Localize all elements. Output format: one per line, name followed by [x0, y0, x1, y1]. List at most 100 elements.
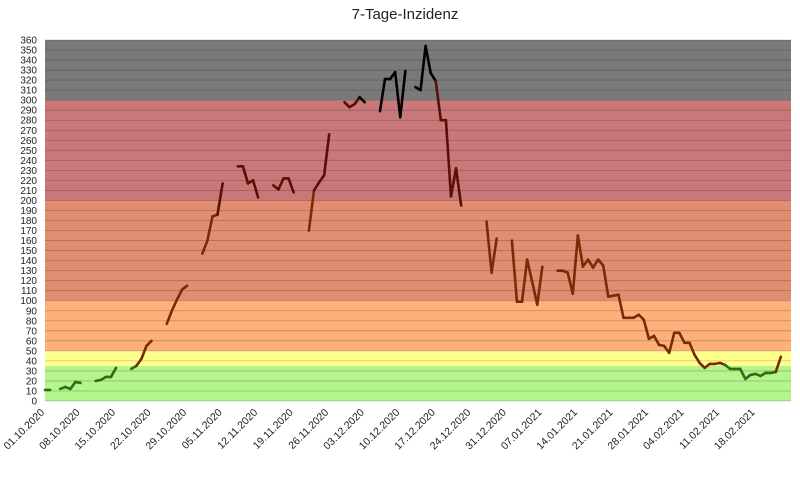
- y-tick-label: 320: [20, 76, 37, 87]
- y-tick-label: 40: [26, 356, 38, 367]
- line-segment: [454, 167, 463, 207]
- line-segment: [180, 284, 189, 291]
- y-tick-label: 180: [20, 216, 37, 227]
- band-50-100: [45, 300, 791, 351]
- line-segment: [109, 366, 118, 379]
- line-segment: [774, 355, 783, 374]
- line-segment: [429, 71, 438, 83]
- line-segment: [617, 293, 625, 320]
- line-segment: [307, 189, 316, 232]
- y-tick-label: 30: [26, 366, 38, 377]
- line-segment: [444, 118, 453, 198]
- line-segment: [601, 264, 610, 299]
- y-tick-label: 100: [20, 296, 37, 307]
- line-segment: [738, 367, 747, 381]
- line-segment: [535, 265, 544, 307]
- y-tick-label: 170: [20, 226, 37, 237]
- band-0-35: [45, 365, 791, 401]
- line-segment: [693, 353, 701, 365]
- line-segment: [393, 70, 402, 119]
- line-segment: [449, 167, 458, 198]
- band-35-50: [45, 350, 791, 366]
- line-segment: [596, 258, 605, 267]
- y-tick-label: 160: [20, 236, 37, 247]
- line-segment: [581, 258, 590, 268]
- y-tick-label: 230: [20, 166, 37, 177]
- y-tick-label: 70: [26, 326, 38, 337]
- y-tick-label: 200: [20, 196, 37, 207]
- line-segment: [317, 174, 326, 184]
- band-100-200: [45, 200, 791, 301]
- y-tick-label: 310: [20, 86, 37, 97]
- line-segment: [165, 309, 174, 326]
- band-200-300: [45, 100, 791, 201]
- y-tick-label: 220: [20, 176, 37, 187]
- gridlines: [45, 39, 791, 402]
- line-segment: [591, 258, 600, 269]
- y-tick-label: 330: [20, 66, 37, 77]
- line-segment: [652, 334, 661, 347]
- y-tick-label: 300: [20, 96, 37, 107]
- incidence-series: [43, 44, 783, 392]
- line-segment: [667, 331, 676, 355]
- y-tick-label: 340: [20, 56, 37, 67]
- line-segment: [145, 339, 153, 348]
- y-tick-label: 140: [20, 256, 37, 267]
- y-tick-label: 360: [20, 36, 37, 47]
- line-segment: [485, 220, 493, 274]
- line-segment: [424, 44, 432, 75]
- y-tick-label: 60: [26, 336, 38, 347]
- line-segment: [571, 234, 580, 296]
- y-tick-label: 110: [21, 286, 37, 297]
- line-segment: [358, 95, 367, 104]
- line-segment: [140, 344, 148, 361]
- y-axis-ticks: 0102030405060708090100110120130140150160…: [20, 36, 37, 408]
- line-segment: [175, 288, 184, 302]
- y-tick-label: 150: [20, 246, 37, 257]
- y-tick-label: 80: [26, 316, 38, 327]
- line-segment: [322, 132, 331, 177]
- y-tick-label: 260: [20, 136, 37, 147]
- line-segment: [398, 69, 407, 119]
- y-tick-label: 0: [31, 397, 37, 408]
- y-tick-label: 130: [20, 266, 37, 277]
- line-segment: [353, 95, 361, 106]
- line-segment: [520, 258, 529, 304]
- y-tick-label: 290: [20, 106, 37, 117]
- line-segment: [525, 258, 534, 283]
- line-segment: [251, 179, 260, 199]
- y-tick-label: 210: [20, 186, 37, 197]
- chart-title: 7-Tage-Inzidenz: [352, 6, 459, 23]
- line-segment: [312, 181, 321, 192]
- line-segment: [510, 239, 519, 304]
- line-segment: [678, 331, 686, 345]
- y-tick-label: 270: [20, 126, 37, 137]
- y-tick-label: 20: [26, 376, 38, 387]
- y-tick-label: 250: [20, 146, 37, 157]
- line-segment: [170, 298, 179, 313]
- line-segment: [241, 165, 250, 185]
- y-tick-label: 240: [20, 156, 37, 167]
- line-segment: [69, 380, 77, 391]
- line-segment: [378, 77, 387, 113]
- y-tick-label: 350: [20, 46, 37, 57]
- line-segment: [586, 258, 595, 269]
- threshold-bands: [45, 40, 791, 401]
- line-segment: [201, 239, 209, 255]
- line-segment: [490, 237, 498, 274]
- line-segment: [434, 79, 443, 122]
- line-segment: [74, 380, 82, 385]
- line-segment: [277, 177, 285, 191]
- y-tick-label: 280: [20, 116, 37, 127]
- x-axis-ticks: 01.10.202008.10.202015.10.202022.10.2020…: [1, 407, 757, 453]
- y-tick-label: 120: [20, 276, 37, 287]
- line-segment: [287, 177, 295, 194]
- line-segment: [216, 182, 224, 216]
- line-segment: [206, 215, 214, 242]
- line-segment: [576, 234, 585, 268]
- line-segment: [135, 357, 143, 368]
- line-segment: [688, 341, 696, 357]
- line-segment: [530, 280, 539, 307]
- line-segment: [419, 44, 427, 92]
